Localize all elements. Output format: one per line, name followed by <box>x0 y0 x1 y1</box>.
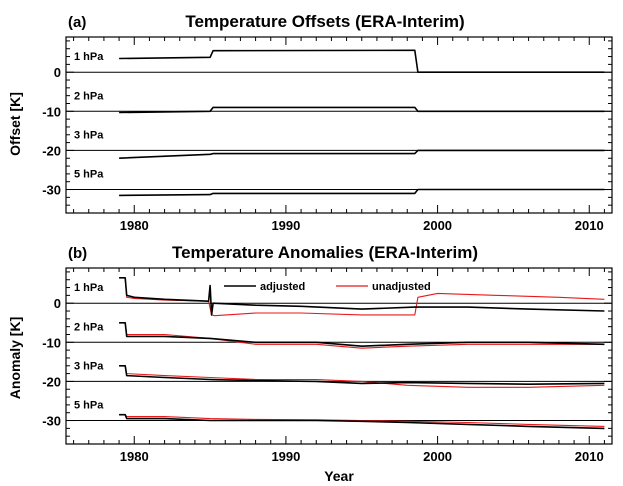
panel-b-series-unadjusted-level-1 <box>119 277 605 317</box>
panel-b-series-adjusted-level-1 <box>119 276 605 316</box>
panel-a-y-axis-label: Offset [K] <box>7 92 23 156</box>
panel-a-x-tick-label: 2010 <box>575 218 604 233</box>
panel-b-level-label: 5 hPa <box>74 400 104 412</box>
panel-b-y-tick-label: -30 <box>42 414 61 429</box>
panel-b-y-tick-label: -10 <box>42 335 61 350</box>
panel-b-x-tick-label: 1990 <box>271 449 300 464</box>
panel-b: (b) Temperature Anomalies (ERA-Interim) … <box>7 243 613 484</box>
panel-a-series-offset-level-3 <box>119 149 605 159</box>
panel-b-title: Temperature Anomalies (ERA-Interim) <box>172 243 478 262</box>
legend-label-adjusted: adjusted <box>260 281 305 293</box>
legend-label-unadjusted: unadjusted <box>372 281 431 293</box>
panel-b-label: (b) <box>68 245 87 262</box>
panel-a-level-label: 1 hPa <box>74 51 104 63</box>
panel-a: (a) Temperature Offsets (ERA-Interim) Of… <box>7 12 613 233</box>
panel-a-series-offset-level-1 <box>119 49 605 73</box>
panel-a-y-tick-label: -20 <box>42 143 61 158</box>
panel-a-plot-frame <box>65 36 613 214</box>
panel-b-level-label: 3 hPa <box>74 360 104 372</box>
panel-a-level-label: 2 hPa <box>74 90 104 102</box>
panel-b-y-tick-label: -20 <box>42 374 61 389</box>
panel-b-plot-frame <box>65 267 613 445</box>
panel-b-series-adjusted-level-3 <box>119 364 605 386</box>
panel-b-series-unadjusted-level-2 <box>119 322 605 349</box>
panel-b-level-label: 2 hPa <box>74 321 104 333</box>
panel-a-label: (a) <box>68 14 86 31</box>
panel-b-x-axis-label: Year <box>324 468 354 484</box>
panel-a-level-label: 3 hPa <box>74 129 104 141</box>
panel-b-y-tick-label: 0 <box>54 296 61 311</box>
panel-a-y-tick-label: -30 <box>42 183 61 198</box>
panel-b-x-tick-label: 1980 <box>120 449 149 464</box>
panel-a-y-tick-label: -10 <box>42 104 61 119</box>
panel-b-x-tick-label: 2010 <box>575 449 604 464</box>
panel-a-title: Temperature Offsets (ERA-Interim) <box>185 12 464 31</box>
panel-a-x-tick-label: 2000 <box>423 218 452 233</box>
panel-b-legend: adjusted unadjusted <box>224 281 431 293</box>
panel-a-x-tick-label: 1990 <box>271 218 300 233</box>
panel-b-level-label: 1 hPa <box>74 282 104 294</box>
panel-a-series-offset-level-4 <box>119 188 605 197</box>
panel-a-level-label: 5 hPa <box>74 169 104 181</box>
panel-b-y-axis-label: Anomaly [K] <box>7 317 23 399</box>
panel-a-x-tick-label: 1980 <box>120 218 149 233</box>
panel-a-series-offset-level-2 <box>119 106 605 114</box>
panel-a-y-tick-label: 0 <box>54 65 61 80</box>
panel-b-x-tick-label: 2000 <box>423 449 452 464</box>
panel-b-series-adjusted-level-2 <box>119 321 605 348</box>
panel-b-series-adjusted-level-4 <box>119 413 605 430</box>
